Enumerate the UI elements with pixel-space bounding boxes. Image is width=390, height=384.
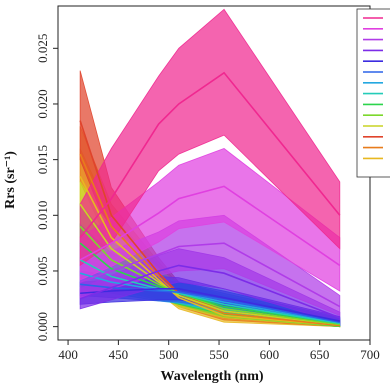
x-tick-label: 500 (159, 347, 179, 362)
x-axis-title: Wavelength (nm) (160, 369, 263, 384)
series-mean-line (79, 71, 341, 239)
x-tick-label: 650 (310, 347, 330, 362)
series-mean-line (80, 287, 340, 322)
y-tick-label: 0.020 (35, 89, 50, 118)
y-tick-label: 0.000 (35, 312, 50, 341)
error-band (79, 148, 341, 292)
x-tick-label: 550 (209, 347, 229, 362)
x-tick-label: 700 (360, 347, 380, 362)
series-mean-line (79, 185, 341, 267)
series-mean-line (79, 153, 340, 327)
x-axis: 400 450 500 550 600 650 700 (58, 340, 380, 362)
series-mean-line (79, 264, 341, 319)
mean-line-layer (79, 71, 341, 327)
y-tick-label: 0.025 (35, 34, 50, 63)
series-mean-line (80, 283, 340, 323)
x-tick-label: 600 (260, 347, 280, 362)
x-tick-label: 400 (58, 347, 78, 362)
y-tick-label: 0.015 (35, 145, 50, 174)
series-mean-line (79, 242, 340, 325)
y-tick-label: 0.010 (35, 201, 50, 230)
series-mean-line (79, 242, 341, 308)
y-axis-title: Rrs (sr⁻¹) (3, 151, 18, 209)
y-axis: 0.000 0.005 0.010 0.015 0.020 0.025 (35, 34, 58, 341)
y-tick-label: 0.005 (35, 256, 50, 285)
x-tick-label: 450 (109, 347, 129, 362)
legend (363, 17, 383, 160)
